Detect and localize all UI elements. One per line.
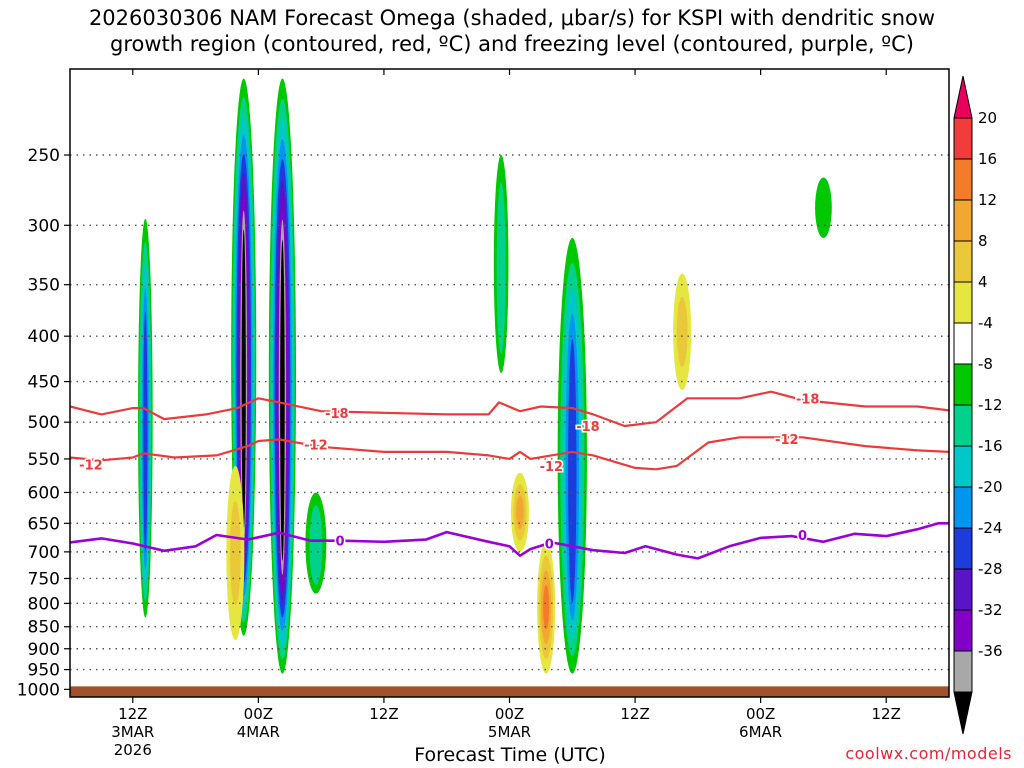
y-tick-label-550: 550 [28, 450, 60, 470]
y-tick-label-250: 250 [28, 146, 60, 166]
x-tick-label-4-0: 12Z [620, 705, 649, 723]
colorbar-label-8: -16 [978, 437, 1003, 455]
colorbar-label-1: 16 [978, 150, 997, 168]
y-tick-label-750: 750 [28, 569, 60, 589]
contour-label-0: -18 [325, 407, 349, 422]
colorbar-label-13: -36 [978, 642, 1003, 660]
y-tick-label-500: 500 [28, 413, 60, 433]
colorbar-cell-4 [953, 240, 973, 283]
x-tick-label-3-1: 5MAR [488, 723, 531, 741]
x-tick-label-0-2: 2026 [114, 741, 152, 759]
descent-a-level-1 [229, 500, 241, 606]
y-tick-label-350: 350 [28, 276, 60, 296]
colorbar-label-12: -32 [978, 601, 1003, 619]
plot-background [70, 69, 949, 697]
y-tick-label-800: 800 [28, 594, 60, 614]
contour-label-3: -12 [79, 458, 103, 473]
y-tick-label-1000: 1000 [17, 680, 60, 700]
x-tick-label-3-0: 00Z [495, 705, 524, 723]
y-tick-label-900: 900 [28, 640, 60, 660]
x-tick-label-5-1: 6MAR [739, 723, 782, 741]
descent-b-level-2 [516, 495, 524, 530]
x-tick-label-6-0: 12Z [872, 705, 901, 723]
colorbar-cell-8 [953, 404, 973, 447]
ascent-upper-level-1 [496, 182, 506, 354]
contour-label-1: -18 [576, 420, 600, 435]
colorbar-cell-11 [953, 527, 973, 570]
contour-label-2: -18 [796, 392, 820, 407]
y-tick-label-850: 850 [28, 618, 60, 638]
colorbar-cell-9 [953, 445, 973, 488]
y-tick-label-650: 650 [28, 514, 60, 534]
colorbar-cell-6 [953, 322, 973, 365]
colorbar-cell-12 [953, 568, 973, 611]
credit-link[interactable]: coolwx.com/models [845, 744, 1012, 763]
colorbar-cell-13 [953, 609, 973, 652]
colorbar-label-6: -8 [978, 355, 993, 373]
contour-line--12 [70, 436, 949, 471]
colorbar-cell-5 [953, 281, 973, 324]
ground-surface [70, 686, 949, 697]
contour-label-9: 0 [798, 529, 807, 544]
contour-label-7: 0 [335, 535, 344, 550]
ascent-early-level-4 [143, 311, 148, 553]
y-tick-label-300: 300 [28, 216, 60, 236]
ascent-post-level-1 [309, 505, 323, 585]
colorbar-cell-1 [953, 117, 973, 160]
contour-label-6: -12 [775, 433, 799, 448]
y-tick-label-600: 600 [28, 483, 60, 503]
contour-label-5: -12 [540, 460, 564, 475]
x-axis-title: Forecast Time (UTC) [414, 744, 606, 766]
colorbar-label-0: 20 [978, 109, 997, 127]
x-tick-label-2-0: 12Z [369, 705, 398, 723]
y-tick-label-950: 950 [28, 661, 60, 681]
colorbar-label-4: 4 [978, 273, 988, 291]
y-tick-label-450: 450 [28, 373, 60, 393]
ascent-main-b-level-8 [280, 239, 285, 561]
contour-label-4: -12 [304, 439, 328, 454]
colorbar-label-10: -24 [978, 519, 1003, 537]
contour-label-8: 0 [545, 538, 554, 553]
colorbar-label-7: -12 [978, 396, 1003, 414]
x-tick-label-1-0: 00Z [244, 705, 273, 723]
chart-title-line-1: 2026030306 NAM Forecast Omega (shaded, μ… [88, 6, 936, 30]
colorbar-cell-7 [953, 363, 973, 406]
plot-area: -18 -18 -18 -12 -12 -12 -12 0 0 0 [70, 78, 949, 697]
x-tick-label-5-0: 00Z [746, 705, 775, 723]
colorbar-cell-3 [953, 199, 973, 242]
descent-d-level-1 [676, 296, 688, 367]
y-tick-label-700: 700 [28, 543, 60, 563]
contour-line-0 [70, 522, 949, 560]
colorbar-label-9: -20 [978, 478, 1003, 496]
descent-c-level-3 [543, 585, 550, 630]
x-tick-label-1-1: 4MAR [237, 723, 280, 741]
y-tick-label-400: 400 [28, 327, 60, 347]
colorbar-bottom-arrow [953, 691, 973, 735]
colorbar-label-5: -4 [978, 314, 993, 332]
colorbar-label-3: 8 [978, 232, 988, 250]
colorbar-cell-14 [953, 650, 973, 693]
x-tick-label-0-1: 3MAR [111, 723, 154, 741]
ascent-mid-level-4 [568, 339, 577, 603]
colorbar-cell-10 [953, 486, 973, 529]
ascent-upper-right-level-0 [815, 177, 832, 238]
colorbar-label-11: -28 [978, 560, 1003, 578]
contour-line--18 [70, 390, 949, 428]
colorbar-top-arrow [953, 75, 973, 119]
colorbar-cell-2 [953, 158, 973, 201]
colorbar-label-2: 12 [978, 191, 997, 209]
chart-title-line-2: growth region (contoured, red, ºC) and f… [110, 32, 914, 56]
ascent-main-a-level-8 [241, 229, 246, 531]
x-tick-label-0-0: 12Z [118, 705, 147, 723]
